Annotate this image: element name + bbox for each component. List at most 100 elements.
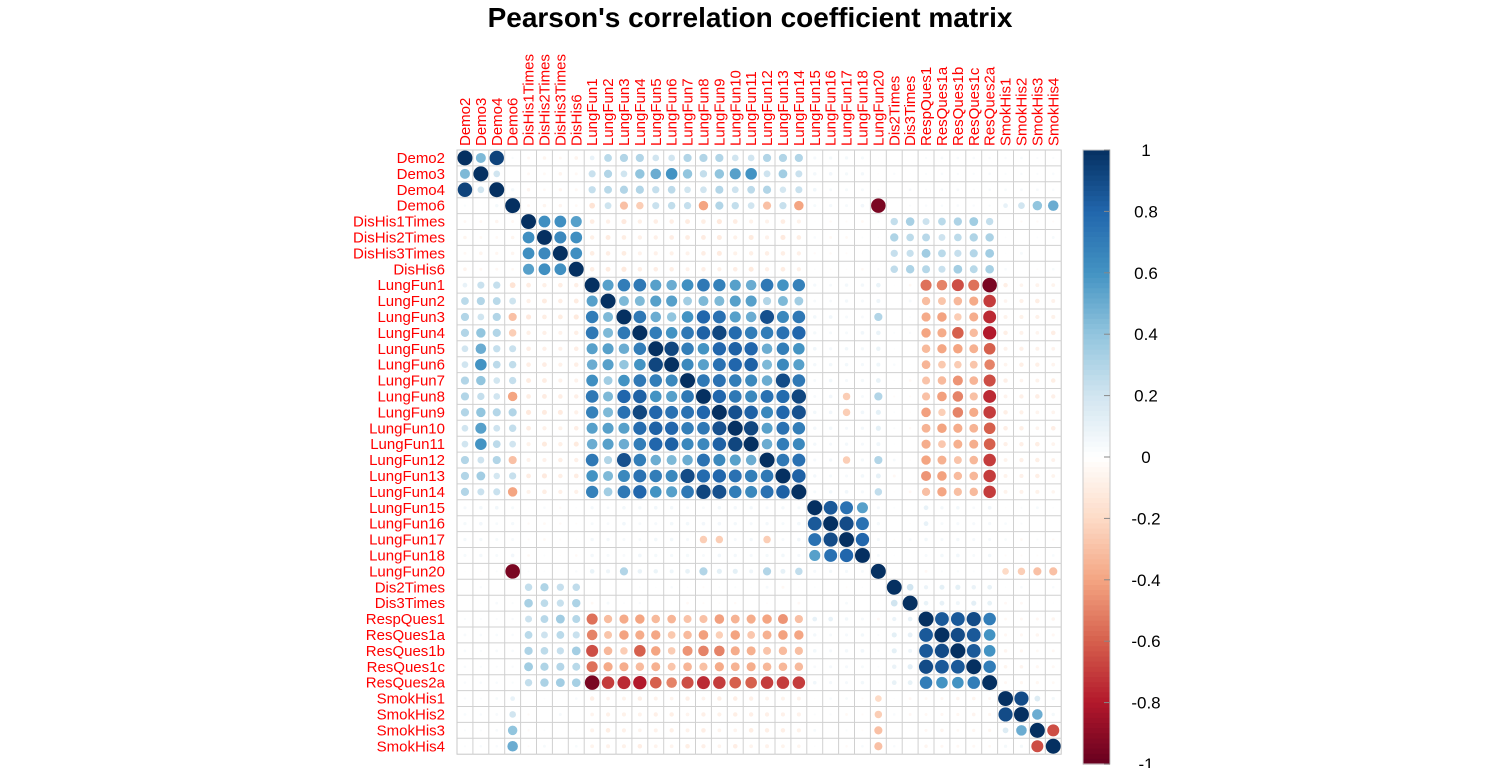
correlation-circle-lungfun15-demo2: [463, 506, 467, 510]
column-label-lungfun14: LungFun14: [791, 70, 808, 146]
correlation-circle-lungfun9-lungfun17: [842, 408, 851, 417]
correlation-circle-dishis1times-dishis1times: [521, 214, 537, 230]
colorbar-segment: [1083, 405, 1110, 412]
correlation-circle-dishis6-dis3times: [905, 265, 915, 274]
correlation-circle-lungfun12-lungfun12: [759, 452, 775, 468]
correlation-circle-lungfun16-resques2a: [988, 522, 992, 526]
correlation-circle-resques1c-resques2a: [983, 660, 996, 673]
correlation-circle-resques1a-lungfun13: [778, 630, 788, 640]
correlation-circle-lungfun20-demo4: [495, 570, 498, 573]
correlation-circle-smokhis4-lungfun8: [701, 744, 706, 749]
correlation-circle-lungfun15-lungfun17: [840, 501, 854, 515]
correlation-circle-demo6-lungfun15: [813, 204, 817, 208]
correlation-circle-demo4-respques1: [924, 188, 928, 191]
correlation-circle-respques1-demo3: [479, 617, 482, 621]
correlation-circle-demo2-lungfun10: [731, 154, 739, 162]
column-label-lungfun9: LungFun9: [711, 78, 728, 146]
correlation-circle-dishis3times-respques1: [921, 248, 931, 258]
correlation-circle-lungfun11-lungfun11: [743, 436, 759, 452]
correlation-circle-lungfun8-lungfun11: [745, 390, 758, 403]
correlation-circle-lungfun10-dishis6: [573, 425, 579, 431]
correlation-circle-lungfun16-lungfun16: [823, 516, 839, 532]
correlation-circle-lungfun17-resques1a: [940, 538, 944, 542]
correlation-circle-respques1-lungfun14: [794, 614, 803, 624]
correlation-circle-resques1b-dis2times: [891, 648, 897, 654]
correlation-circle-dishis3times-lungfun18: [861, 252, 864, 255]
correlation-circle-lungfun12-dishis2times: [542, 457, 547, 463]
correlation-circle-dishis3times-lungfun8: [701, 251, 706, 256]
colorbar-segment: [1083, 528, 1110, 535]
correlation-circle-smokhis3-demo6: [507, 725, 518, 736]
correlation-circle-lungfun1-lungfun6: [666, 279, 677, 291]
correlation-circle-lungfun16-demo4: [495, 522, 499, 526]
correlation-circle-resques2a-respques1: [919, 676, 933, 689]
correlation-circle-resques1b-demo4: [495, 649, 499, 653]
correlation-circle-lungfun5-respques1: [921, 344, 931, 353]
correlation-circle-lungfun12-respques1: [921, 455, 931, 465]
correlation-circle-lungfun1-lungfun3: [617, 278, 631, 292]
correlation-circle-lungfun11-smokhis4: [1051, 442, 1056, 447]
column-label-dishis6: DisHis6: [568, 94, 585, 146]
column-label-smokhis1: SmokHis1: [998, 78, 1015, 146]
correlation-circle-lungfun7-lungfun8: [697, 374, 710, 387]
correlation-circle-dishis1times-respques1: [922, 218, 930, 226]
correlation-circle-lungfun16-resques1c: [972, 522, 976, 526]
colorbar-segment: [1083, 651, 1110, 658]
correlation-circle-demo2-lungfun2: [604, 154, 612, 162]
colorbar-segment: [1083, 150, 1110, 156]
correlation-circle-dishis6-resques1b: [953, 264, 963, 274]
correlation-circle-dishis1times-smokhis3: [1036, 220, 1039, 223]
correlation-circle-lungfun2-demo2: [461, 297, 469, 305]
correlation-circle-demo4-lungfun8: [700, 186, 707, 194]
correlation-circle-lungfun5-lungfun6: [664, 341, 679, 356]
correlation-circle-demo4-resques1b: [956, 188, 960, 192]
correlation-circle-lungfun18-smokhis3: [1036, 554, 1039, 557]
row-label-resques2a: ResQues2a: [366, 675, 446, 692]
correlation-circle-lungfun20-lungfun3: [619, 567, 629, 576]
correlation-circle-dishis3times-dis2times: [890, 249, 898, 257]
correlation-circle-dishis1times-resques1b: [953, 217, 963, 226]
correlation-circle-lungfun2-lungfun4: [634, 296, 645, 307]
colorbar-segment: [1083, 717, 1110, 724]
correlation-circle-lungfun12-smokhis3: [1035, 457, 1040, 463]
correlation-circle-lungfun17-lungfun13: [781, 538, 785, 542]
correlation-circle-lungfun8-smokhis1: [1003, 394, 1008, 399]
correlation-circle-lungfun9-smokhis4: [1051, 410, 1056, 415]
row-labels: Demo2Demo3Demo4Demo6DisHis1TimesDisHis2T…: [353, 150, 446, 755]
colorbar-segment: [1083, 298, 1110, 305]
correlation-circle-dishis3times-demo4: [495, 251, 499, 256]
colorbar-segment: [1083, 180, 1110, 187]
colorbar-segment: [1083, 236, 1110, 243]
correlation-circle-lungfun1-respques1: [920, 279, 932, 291]
correlation-circle-resques1b-lungfun13: [778, 646, 788, 656]
correlation-circle-lungfun10-lungfun4: [633, 421, 647, 435]
correlation-circle-lungfun3-lungfun11: [745, 311, 757, 323]
correlation-circle-lungfun6-dis3times: [909, 364, 911, 366]
colorbar-segment: [1083, 262, 1110, 269]
correlation-circle-dishis3times-lungfun7: [685, 251, 690, 256]
correlation-circle-dishis2times-demo4: [495, 236, 499, 239]
correlation-circle-demo3-lungfun20: [877, 173, 880, 175]
colorbar-segment: [1083, 283, 1110, 289]
correlation-circle-lungfun7-lungfun7: [680, 373, 696, 389]
correlation-circle-lungfun13-lungfun8: [696, 469, 711, 483]
correlation-circle-dis2times-lungfun7: [686, 586, 689, 589]
row-label-lungfun14: LungFun14: [369, 484, 445, 501]
correlation-circle-dishis1times-lungfun12: [765, 219, 770, 224]
correlation-circle-lungfun12-demo3: [477, 456, 485, 464]
correlation-circle-lungfun13-respques1: [921, 470, 932, 481]
correlation-circle-demo2-lungfun17: [844, 156, 849, 160]
correlation-circle-lungfun10-respques1: [921, 423, 931, 433]
correlation-circle-lungfun17-lungfun20: [876, 537, 880, 542]
row-label-lungfun20: LungFun20: [369, 563, 445, 580]
correlation-circle-lungfun7-lungfun12: [761, 375, 773, 386]
correlation-circle-resques2a-lungfun13: [776, 676, 790, 689]
correlation-circle-resques1c-smokhis1: [1003, 664, 1008, 669]
correlation-circle-resques1b-lungfun17: [844, 649, 849, 653]
correlation-circle-lungfun3-dishis6: [573, 314, 579, 320]
correlation-circle-resques1a-smokhis4: [1051, 633, 1055, 637]
correlation-circle-lungfun15-dis2times: [893, 506, 896, 509]
correlation-circle-smokhis1-dishis2times: [543, 697, 546, 700]
correlation-circle-lungfun15-lungfun12: [765, 506, 769, 510]
correlation-circle-lungfun4-dis3times: [908, 331, 912, 335]
